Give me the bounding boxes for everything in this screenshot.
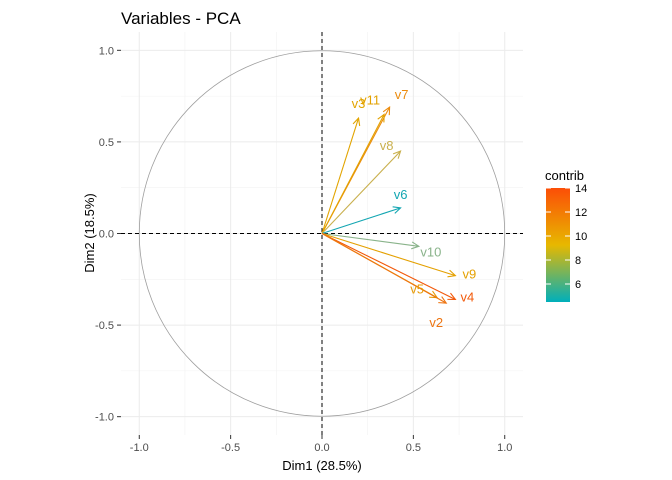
arrowhead-v9 [447,269,457,278]
arrowhead-v11 [377,113,385,123]
label-v10: v10 [420,244,441,259]
arrowhead-v10 [411,241,421,250]
legend: contrib 14 12 10 8 6 [545,168,587,302]
label-v2: v2 [429,315,443,330]
label-v9: v9 [463,267,477,282]
label-v8: v8 [380,138,394,153]
arrow-v3 [321,117,360,234]
label-v11: v11 [360,92,380,107]
y-axis-label: Dim2 (18.5%) [82,193,97,272]
x-axis-ticks: -1.0 -0.5 0.0 0.5 1.0 [130,435,512,454]
label-v6: v6 [394,187,408,202]
x-axis-label: Dim1 (28.5%) [282,458,361,473]
legend-colorbar [546,188,570,302]
label-v3: v3 [352,96,366,111]
y-tick-label: 0.0 [99,229,114,241]
x-tick-label: 0.5 [406,442,421,454]
arrow-v11 [321,114,385,234]
arrow-v6 [321,207,401,235]
arrowhead-v4 [447,292,457,301]
legend-tick-label: 12 [575,207,587,219]
legend-tick-label: 8 [575,255,581,267]
arrow-v8 [321,150,401,234]
y-tick-label: 0.5 [99,137,114,149]
x-tick-label: -0.5 [221,442,240,454]
arrow-v9 [321,232,456,277]
arrowhead-v2 [438,296,448,304]
arrow-v2 [321,233,447,304]
y-tick-label: -0.5 [95,320,114,332]
label-v7: v7 [395,87,409,102]
arrow-v4 [321,233,456,300]
legend-title: contrib [545,168,584,183]
label-v5: v5 [410,282,424,297]
arrowhead-v3 [352,116,361,127]
correlation-circle [138,50,506,417]
legend-tick-label: 10 [575,231,587,243]
chart-title: Variables - PCA [121,9,241,28]
y-tick-label: -1.0 [95,412,114,424]
y-axis-ticks: -1.0 -0.5 0.0 0.5 1.0 [95,45,121,424]
legend-tick-label: 14 [575,183,587,195]
label-v4: v4 [461,289,475,304]
x-tick-label: 1.0 [497,442,512,454]
legend-ticks: 14 12 10 8 6 [546,183,587,291]
arrow-v10 [321,232,419,247]
arrowhead-v6 [392,206,402,214]
variable-arrows [321,105,457,304]
arrowhead-v8 [392,150,402,159]
y-tick-label: 1.0 [99,45,114,57]
arrowhead-v7 [382,105,391,116]
x-tick-label: 0.0 [314,442,329,454]
x-tick-label: -1.0 [130,442,149,454]
legend-tick-label: 6 [575,279,581,291]
